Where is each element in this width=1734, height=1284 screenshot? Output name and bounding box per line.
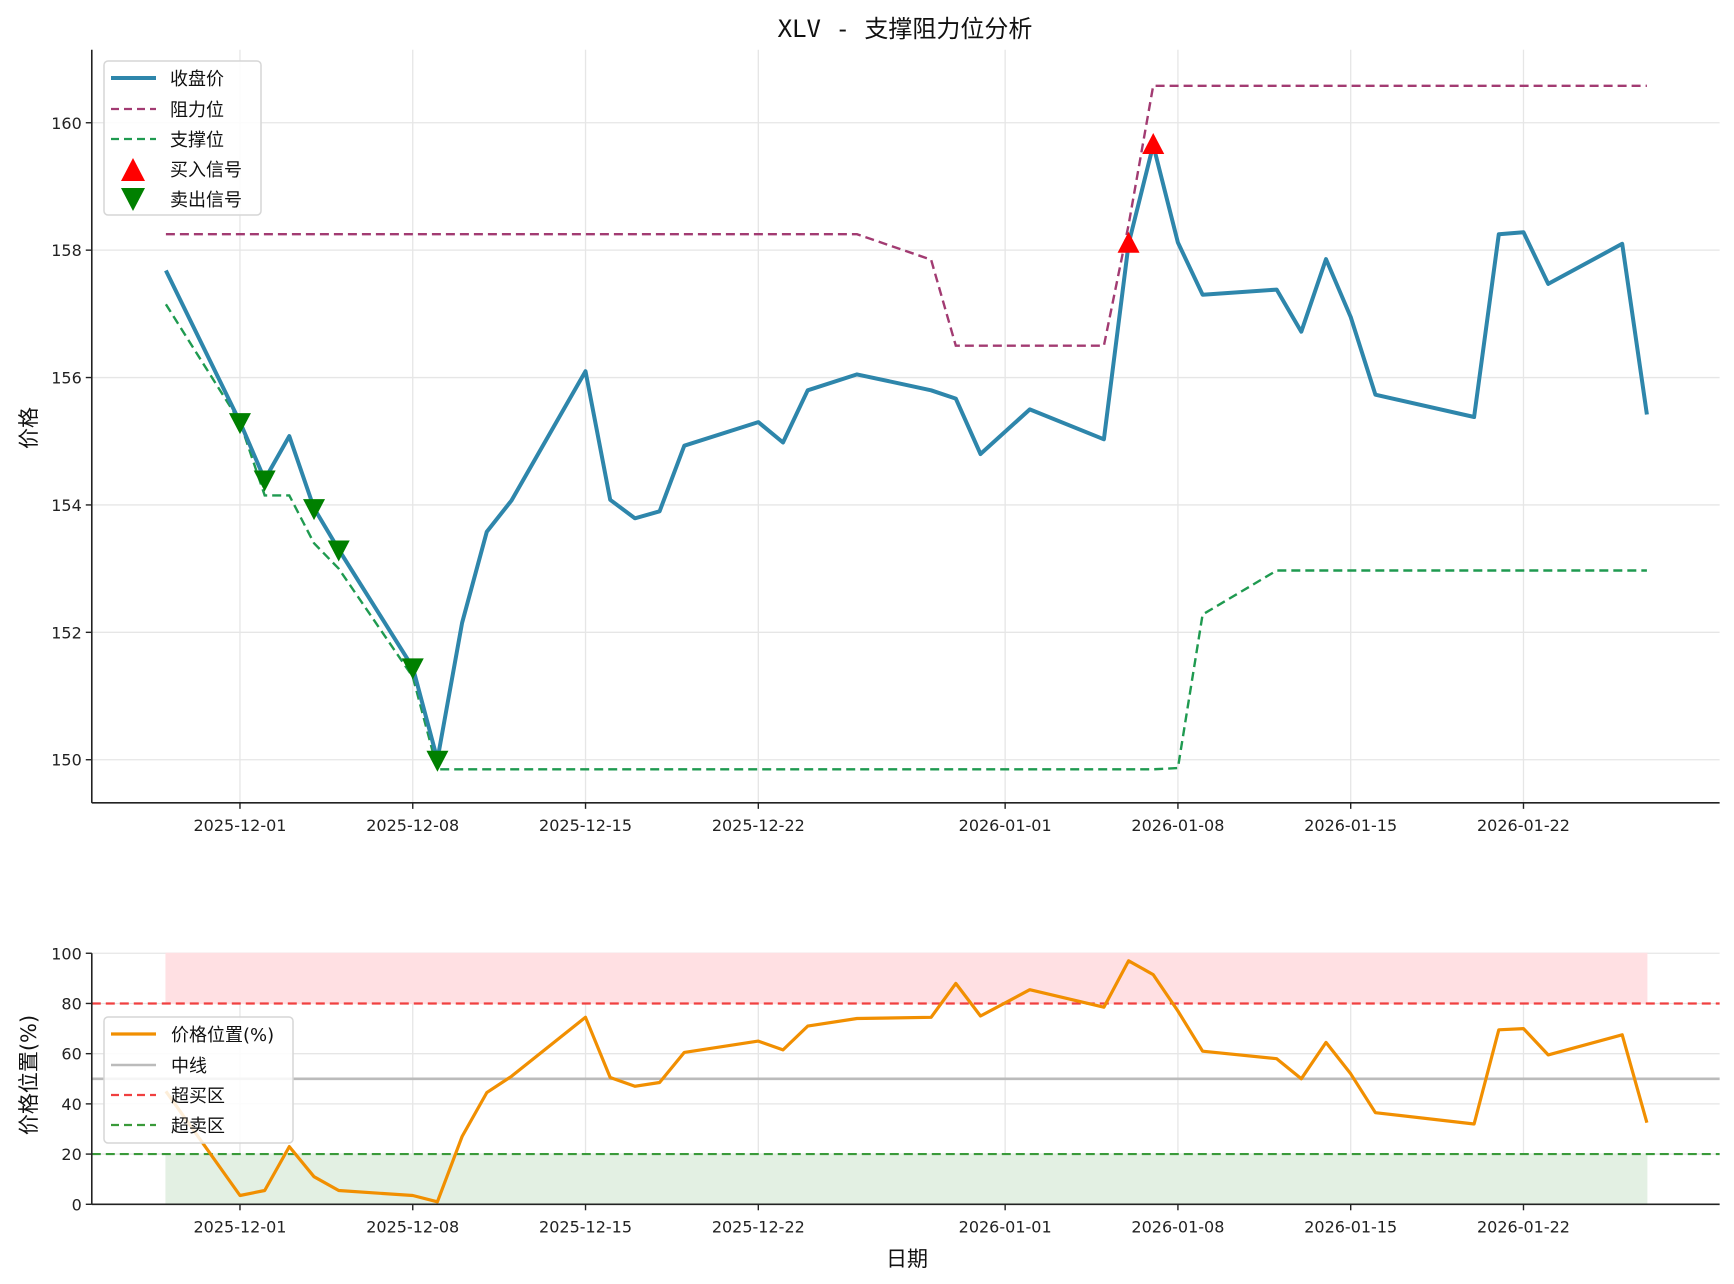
y-tick-label: 160	[51, 114, 82, 133]
sell-signal-triangle-down-icon	[121, 188, 145, 211]
x-axis-label: 日期	[886, 1247, 928, 1271]
x-tick-label: 2026-01-08	[1131, 1217, 1224, 1236]
chart-title: XLV - 支撑阻力位分析	[778, 15, 1033, 43]
y-tick-label: 20	[61, 1145, 81, 1164]
zone-band	[165, 1153, 1648, 1205]
top-grid	[91, 49, 1720, 803]
legend-oversold: 超卖区	[171, 1116, 225, 1137]
x-tick-label: 2025-12-22	[712, 816, 805, 835]
price-y-axis-label: 价格	[17, 407, 41, 449]
x-tick-label: 2025-12-08	[366, 816, 459, 835]
support-line	[164, 303, 1647, 771]
x-tick-label: 2026-01-01	[959, 816, 1052, 835]
x-tick-label: 2025-12-01	[193, 816, 286, 835]
legend-support: 支撑位	[170, 130, 224, 151]
legend-position: 价格位置(%)	[171, 1025, 274, 1046]
position-y-axis-label: 价格位置(%)	[17, 1015, 41, 1135]
y-tick-label: 150	[51, 751, 82, 770]
x-tick-label: 2025-12-01	[193, 1217, 286, 1236]
position-axes: 0 20 40 60 80 100 2025-12-01 2025-12-08 2025-12-…	[51, 944, 1720, 1236]
buy-signal-triangle-up-icon	[121, 158, 145, 181]
y-tick-label: 100	[51, 944, 82, 963]
legend-midline: 中线	[171, 1056, 207, 1077]
price-plot-area	[164, 84, 1649, 772]
zone-band	[165, 952, 1648, 1004]
legend-buy-signal: 买入信号	[170, 160, 242, 181]
y-tick-label: 158	[51, 241, 82, 260]
close-price-line	[164, 143, 1649, 762]
x-tick-label: 2026-01-22	[1477, 1217, 1570, 1236]
resistance-line	[165, 84, 1647, 347]
sell-signal-marker	[253, 470, 276, 492]
sell-signal-marker	[327, 540, 350, 562]
x-tick-label: 2026-01-22	[1477, 816, 1570, 835]
y-tick-label: 152	[51, 623, 82, 642]
y-tick-label: 0	[72, 1195, 82, 1214]
buy-signal-marker	[1117, 231, 1140, 253]
x-tick-label: 2026-01-15	[1304, 1217, 1397, 1236]
y-tick-label: 154	[51, 496, 82, 515]
x-tick-label: 2026-01-01	[959, 1217, 1052, 1236]
legend-sell-signal: 卖出信号	[170, 190, 242, 211]
y-tick-label: 40	[61, 1095, 81, 1114]
legend-close-price: 收盘价	[170, 69, 224, 90]
price-axes: 150 152 154 156 158 160 2025-12-01 2025-12-08 20…	[51, 49, 1720, 835]
y-tick-label: 60	[61, 1045, 81, 1064]
sell-signal-marker	[401, 658, 424, 680]
price-position-line	[164, 959, 1649, 1204]
x-tick-label: 2025-12-08	[366, 1217, 459, 1236]
y-tick-label: 80	[61, 994, 81, 1013]
y-tick-label: 156	[51, 369, 82, 388]
sell-signal-marker	[303, 499, 326, 521]
price-legend: 收盘价 阻力位 支撑位 买入信号 卖出信号	[103, 60, 262, 216]
legend-resistance: 阻力位	[170, 100, 224, 121]
x-tick-label: 2026-01-15	[1304, 816, 1397, 835]
x-tick-label: 2025-12-22	[712, 1217, 805, 1236]
sell-signal-marker	[228, 413, 251, 435]
sell-signal-marker	[426, 750, 449, 772]
buy-signal-marker	[1142, 133, 1165, 155]
position-legend: 价格位置(%) 中线 超买区 超卖区	[103, 1016, 294, 1144]
position-plot-area	[91, 952, 1720, 1205]
x-tick-label: 2025-12-15	[539, 816, 632, 835]
x-tick-label: 2026-01-08	[1131, 816, 1224, 835]
legend-overbought: 超买区	[171, 1086, 225, 1107]
x-tick-label: 2025-12-15	[539, 1217, 632, 1236]
